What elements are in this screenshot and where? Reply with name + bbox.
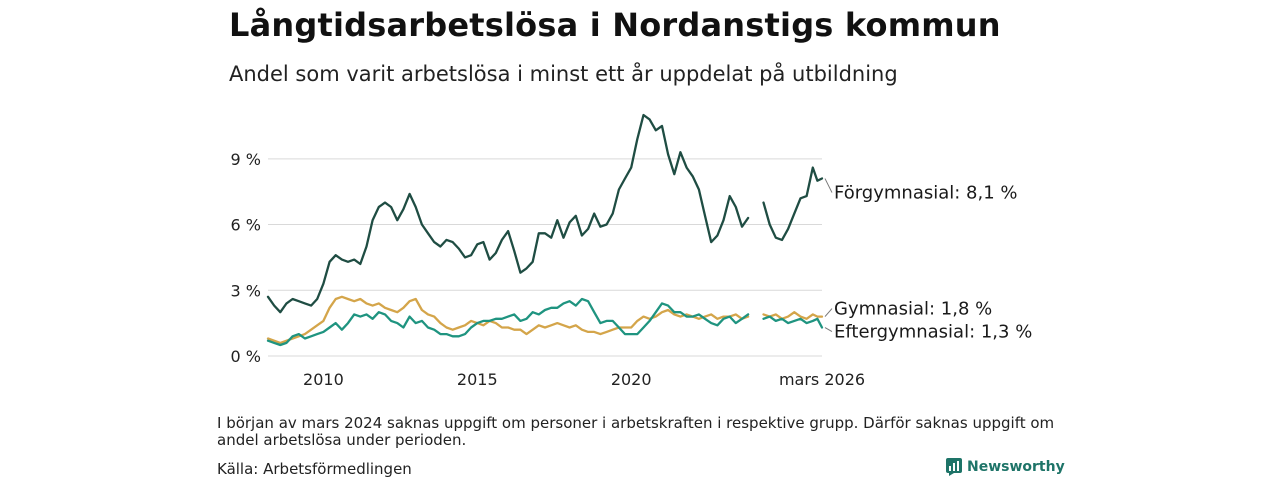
gridlines — [268, 158, 822, 357]
y-tick-label: 0 % — [231, 347, 261, 366]
series-line-forgymnasial-2 — [762, 166, 824, 242]
line-chart: 0 % 3 % 6 % 9 % 2010 2015 2020 mars 2026 Förgy… — [231, 113, 1032, 389]
y-axis-ticks: 0 % 3 % 6 % 9 % — [231, 150, 261, 366]
x-tick-label: 2015 — [457, 370, 498, 389]
series-label-gymnasial: Gymnasial: 1,8 % — [834, 299, 992, 320]
newsworthy-icon — [946, 458, 962, 476]
y-tick-label: 9 % — [231, 150, 261, 169]
x-axis-ticks: 2010 2015 2020 mars 2026 — [303, 370, 865, 389]
series-label-forgymnasial: Förgymnasial: 8,1 % — [834, 183, 1018, 204]
footnote: I början av mars 2024 saknas uppgift om … — [217, 414, 1055, 449]
label-leader-forgymnasial — [824, 178, 833, 193]
series-line-forgymnasial-1 — [266, 113, 750, 314]
y-tick-label: 3 % — [231, 281, 261, 300]
series-line-eftergymnasial-1 — [266, 297, 750, 347]
series-label-eftergymnasial: Eftergymnasial: 1,3 % — [834, 322, 1032, 343]
x-tick-label: 2020 — [611, 370, 652, 389]
source-note: Källa: Arbetsförmedlingen — [217, 460, 412, 478]
series-line-gymnasial-2 — [762, 311, 824, 320]
chart-subtitle: Andel som varit arbetslösa i minst ett å… — [229, 62, 898, 86]
series-line-gymnasial-1 — [266, 295, 750, 345]
brand-name: Newsworthy — [967, 459, 1065, 475]
series-line-eftergymnasial-2 — [762, 315, 824, 329]
y-tick-label: 6 % — [231, 216, 261, 235]
x-tick-label: 2010 — [303, 370, 344, 389]
x-tick-label: mars 2026 — [779, 370, 865, 389]
chart-title: Långtidsarbetslösa i Nordanstigs kommun — [229, 6, 1001, 44]
series-lines — [266, 113, 824, 347]
label-leader-gymnasial — [824, 308, 833, 317]
series-end-labels: Förgymnasial: 8,1 % Gymnasial: 1,8 %Efter… — [824, 178, 1032, 343]
label-leader-eftergymnasial — [824, 327, 833, 332]
newsworthy-logo: Newsworthy — [946, 458, 1065, 476]
